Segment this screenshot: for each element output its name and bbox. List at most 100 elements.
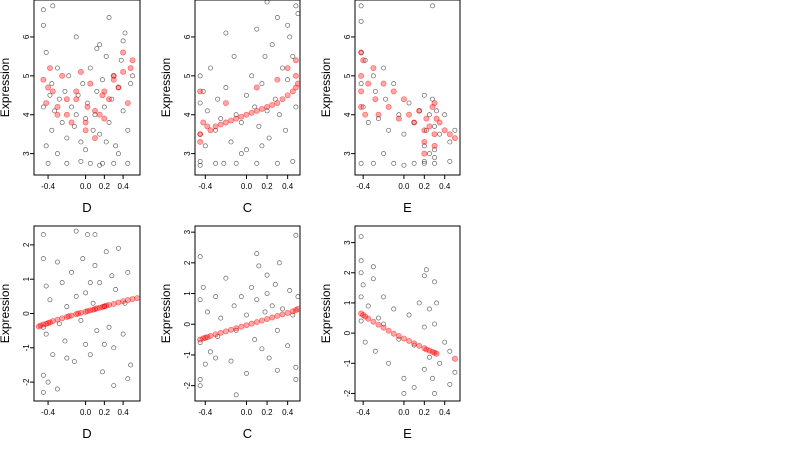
fitted-point xyxy=(362,111,369,118)
observed-point xyxy=(47,297,53,303)
fitted-point xyxy=(233,325,240,332)
observed-point xyxy=(290,312,296,318)
observed-point xyxy=(59,280,65,286)
y-tick-label: 0 xyxy=(343,330,352,335)
observed-point xyxy=(197,162,203,168)
observed-point xyxy=(218,116,224,122)
fitted-point xyxy=(395,333,402,340)
observed-point xyxy=(396,112,402,118)
fitted-point xyxy=(411,119,418,126)
fitted-point xyxy=(372,96,379,103)
observed-point xyxy=(100,369,105,375)
observed-point xyxy=(283,127,289,133)
x-axis-label: D xyxy=(82,200,91,215)
observed-point xyxy=(254,26,260,32)
observed-point xyxy=(293,364,299,370)
observed-point xyxy=(238,120,244,125)
observed-point xyxy=(396,336,402,342)
observed-point xyxy=(238,294,244,300)
fitted-point xyxy=(390,88,397,95)
observed-point xyxy=(231,53,237,59)
observed-point xyxy=(401,131,407,137)
observed-point xyxy=(122,300,128,306)
fitted-point xyxy=(253,107,260,114)
observed-point xyxy=(287,34,293,40)
fitted-point xyxy=(258,105,265,112)
fitted-point xyxy=(82,127,89,134)
observed-point xyxy=(432,279,437,285)
observed-point xyxy=(293,104,299,110)
observed-point xyxy=(40,22,46,28)
fitted-point xyxy=(358,49,365,56)
y-tick-label: 1 xyxy=(343,300,352,305)
fitted-point xyxy=(433,350,440,357)
observed-point xyxy=(55,151,60,157)
observed-point xyxy=(442,339,448,345)
fitted-point xyxy=(284,65,291,72)
observed-point xyxy=(115,85,121,90)
observed-point xyxy=(78,317,84,323)
panel-bottom-left: -0.4 0.0 0.2 0.4 -2 -1 0 1 2 D Expression xyxy=(0,225,141,441)
observed-point xyxy=(80,81,86,87)
observed-point xyxy=(106,15,112,20)
observed-point xyxy=(92,232,98,238)
observed-point xyxy=(43,143,49,149)
observed-point xyxy=(256,263,262,269)
observed-point xyxy=(97,280,103,286)
fitted-point xyxy=(243,322,250,329)
fitted-point xyxy=(385,103,392,110)
observed-point xyxy=(365,303,371,309)
plot-frame xyxy=(194,225,301,402)
observed-point xyxy=(426,354,432,360)
observed-point xyxy=(40,372,46,378)
fitted-point xyxy=(362,313,369,320)
fitted-point xyxy=(358,72,365,79)
observed-point xyxy=(85,232,90,238)
observed-point xyxy=(97,162,103,168)
x-tick-label: -0.4 xyxy=(198,408,212,417)
observed-point xyxy=(411,120,417,125)
observed-point xyxy=(358,258,364,264)
fitted-point xyxy=(222,100,229,107)
observed-point xyxy=(233,112,239,118)
observed-point xyxy=(411,160,417,166)
fitted-point xyxy=(217,329,224,336)
observed-point xyxy=(269,303,275,309)
observed-point xyxy=(197,100,203,106)
x-tick-label: 0.2 xyxy=(261,408,273,417)
y-tick-label: 6 xyxy=(22,34,31,39)
panel-bottom-right: -0.4 0.0 0.2 0.4 -2 -1 0 1 2 3 E Expression xyxy=(319,225,461,441)
observed-point xyxy=(421,92,427,98)
observed-point xyxy=(202,143,208,149)
fitted-point xyxy=(370,318,377,325)
fitted-point xyxy=(279,96,286,103)
observed-point xyxy=(370,276,376,282)
fitted-point xyxy=(110,76,117,83)
observed-point xyxy=(69,104,74,110)
fitted-point xyxy=(274,313,281,319)
observed-point xyxy=(266,135,272,141)
observed-point xyxy=(71,359,77,364)
data-points-group xyxy=(40,3,136,168)
observed-point xyxy=(83,116,89,122)
fitted-point xyxy=(217,121,224,128)
observed-point xyxy=(266,355,272,361)
observed-point xyxy=(62,88,68,94)
observed-point xyxy=(432,391,437,396)
y-tick-label: 4 xyxy=(183,112,192,117)
fitted-point xyxy=(84,103,91,110)
observed-point xyxy=(262,53,268,59)
observed-point xyxy=(386,360,392,366)
fitted-point xyxy=(294,80,300,87)
fitted-point xyxy=(243,111,250,118)
observed-point xyxy=(113,287,119,292)
observed-point xyxy=(103,249,109,255)
fitted-point xyxy=(101,88,108,95)
observed-point xyxy=(452,127,458,133)
x-axis-label: E xyxy=(403,426,412,441)
observed-point xyxy=(358,160,364,166)
observed-point xyxy=(50,352,56,358)
observed-point xyxy=(83,341,89,347)
x-tick-label: 0.4 xyxy=(439,408,451,417)
observed-point xyxy=(109,96,115,102)
